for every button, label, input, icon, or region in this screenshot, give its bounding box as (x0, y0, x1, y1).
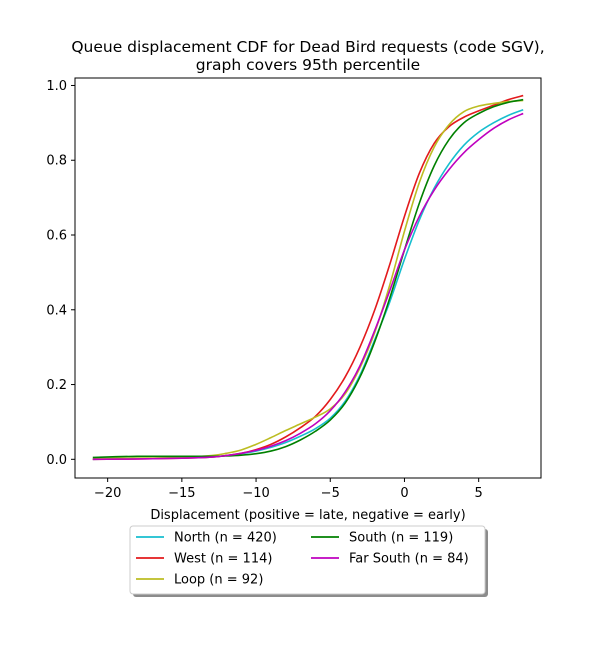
chart-title-line-2: graph covers 95th percentile (196, 56, 420, 74)
series-layer (92, 94, 524, 461)
y-axis: 0.0 0.2 0.4 0.6 0.8 1.0 (46, 79, 75, 468)
series-line-4 (92, 112, 524, 461)
x-tick-label: 0 (400, 486, 408, 501)
series-line-3 (92, 98, 524, 459)
x-axis: −20 −15 −10 −5 0 5 (94, 478, 483, 501)
x-tick-label: −10 (242, 486, 269, 501)
x-tick-label: −15 (168, 486, 195, 501)
series-line-0 (92, 109, 524, 461)
y-tick-label: 0.2 (46, 378, 67, 393)
legend-label: Far South (n = 84) (349, 552, 469, 567)
y-tick-label: 0.8 (46, 154, 67, 169)
x-tick-label: 5 (475, 486, 483, 501)
legend-box (129, 525, 486, 595)
x-tick-label: −20 (94, 486, 121, 501)
plot-frame (74, 77, 542, 479)
chart-title-line-1: Queue displacement CDF for Dead Bird req… (71, 38, 544, 56)
legend-label: Loop (n = 92) (174, 573, 263, 588)
series-line-2 (92, 99, 524, 460)
y-tick-label: 0.0 (46, 453, 67, 468)
y-tick-label: 0.4 (46, 303, 67, 318)
x-tick-label: −5 (321, 486, 340, 501)
y-tick-label: 0.6 (46, 229, 67, 244)
legend-label: North (n = 420) (174, 531, 277, 546)
x-axis-label: Displacement (positive = late, negative … (150, 508, 465, 523)
legend: North (n = 420) West (n = 114) Loop (n = 9… (129, 525, 488, 597)
legend-label: South (n = 119) (349, 531, 453, 546)
y-tick-label: 1.0 (46, 79, 67, 94)
legend-label: West (n = 114) (174, 552, 272, 567)
